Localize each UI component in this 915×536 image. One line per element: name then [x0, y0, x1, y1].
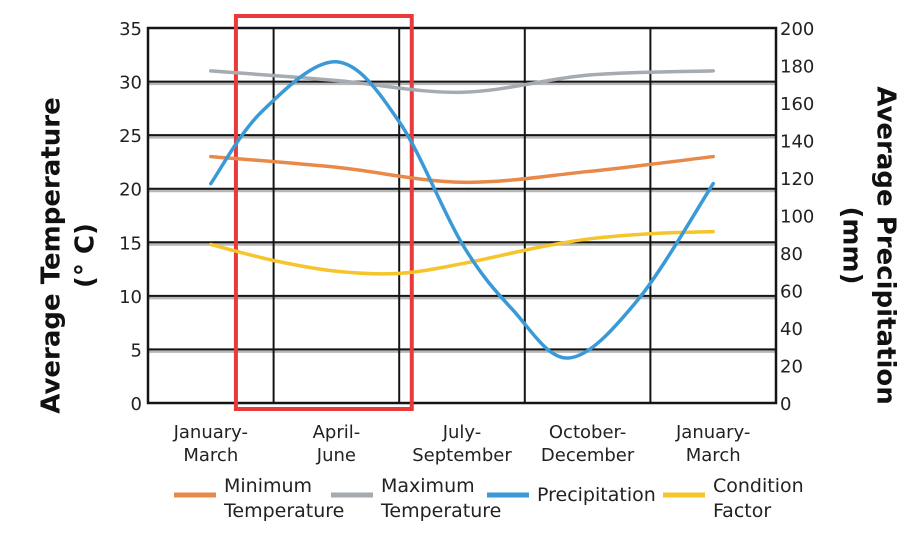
- left-tick-label: 25: [119, 126, 142, 147]
- highlight-layer: [233, 14, 414, 411]
- plot-area: [148, 28, 776, 403]
- x-tick-label: March: [686, 445, 741, 466]
- x-tick-label: June: [316, 445, 356, 466]
- left-tick-label: 5: [131, 340, 142, 361]
- legend-label-condition-factor: Factor: [713, 500, 771, 522]
- left-tick-label: 0: [131, 394, 142, 415]
- left-axis-title-line: (° C): [71, 223, 101, 288]
- right-tick-label: 0: [780, 394, 791, 415]
- right-tick-label: 180: [780, 57, 814, 78]
- left-tick-label: 15: [119, 233, 142, 254]
- right-axis-title-line: (mm): [837, 207, 867, 285]
- right-tick-label: 40: [780, 319, 803, 340]
- x-tick-label: April-: [313, 422, 361, 443]
- legend-label-maximum-temperature: Maximum: [381, 475, 475, 497]
- right-tick-label: 60: [780, 282, 803, 303]
- right-axis-title: Average Precipitation(mm): [837, 86, 901, 405]
- plot-background: [148, 28, 776, 403]
- left-tick-label: 30: [119, 73, 142, 94]
- x-tick-label: July-: [442, 422, 482, 443]
- left-tick-label: 10: [119, 287, 142, 308]
- right-tick-label: 80: [780, 244, 803, 265]
- left-tick-label: 35: [119, 19, 142, 40]
- x-tick-label: September: [412, 445, 512, 466]
- series-line-minimum-temperature: [209, 154, 715, 185]
- legend-label-maximum-temperature: Temperature: [380, 500, 501, 522]
- legend-label-precipitation: Precipitation: [537, 484, 656, 506]
- right-tick-label: 20: [780, 357, 803, 378]
- series-layer: [209, 59, 715, 360]
- left-axis-title: Average Temperature (° C): [37, 97, 101, 413]
- x-tick-label: October-: [549, 422, 626, 443]
- x-tick-label: January-: [675, 422, 750, 443]
- left-axis-ticks: 0 5 10 15 20 25 30 35: [119, 19, 142, 415]
- grid: [146, 26, 778, 405]
- x-axis-ticks: January-MarchApril-JuneJuly-SeptemberOct…: [173, 422, 751, 466]
- right-tick-label: 100: [780, 207, 814, 228]
- legend: Minimum Temperature Maximum Temperature Prec…: [174, 475, 804, 522]
- right-tick-label: 140: [780, 132, 814, 153]
- legend-label-minimum-temperature: Minimum: [224, 475, 312, 497]
- right-tick-label: 120: [780, 169, 814, 190]
- series-line-precipitation: [209, 59, 715, 360]
- x-tick-label: December: [541, 445, 635, 466]
- right-axis-title-line: Average Precipitation: [871, 86, 901, 405]
- series-line-condition-factor: [209, 229, 715, 276]
- highlight-box: [233, 14, 414, 411]
- right-axis-ticks: 0 20 40 60 80 100 120 140 160 180 200: [780, 19, 814, 415]
- legend-label-condition-factor: Condition: [713, 475, 804, 497]
- left-tick-label: 20: [119, 180, 142, 201]
- x-tick-label: January-: [173, 422, 248, 443]
- legend-label-minimum-temperature: Temperature: [223, 500, 344, 522]
- plot-frame: [146, 26, 778, 405]
- x-tick-label: March: [183, 445, 238, 466]
- right-tick-label: 200: [780, 19, 814, 40]
- left-axis-title-line: Average Temperature: [37, 97, 67, 413]
- series-line-maximum-temperature: [209, 69, 715, 95]
- right-tick-label: 160: [780, 94, 814, 115]
